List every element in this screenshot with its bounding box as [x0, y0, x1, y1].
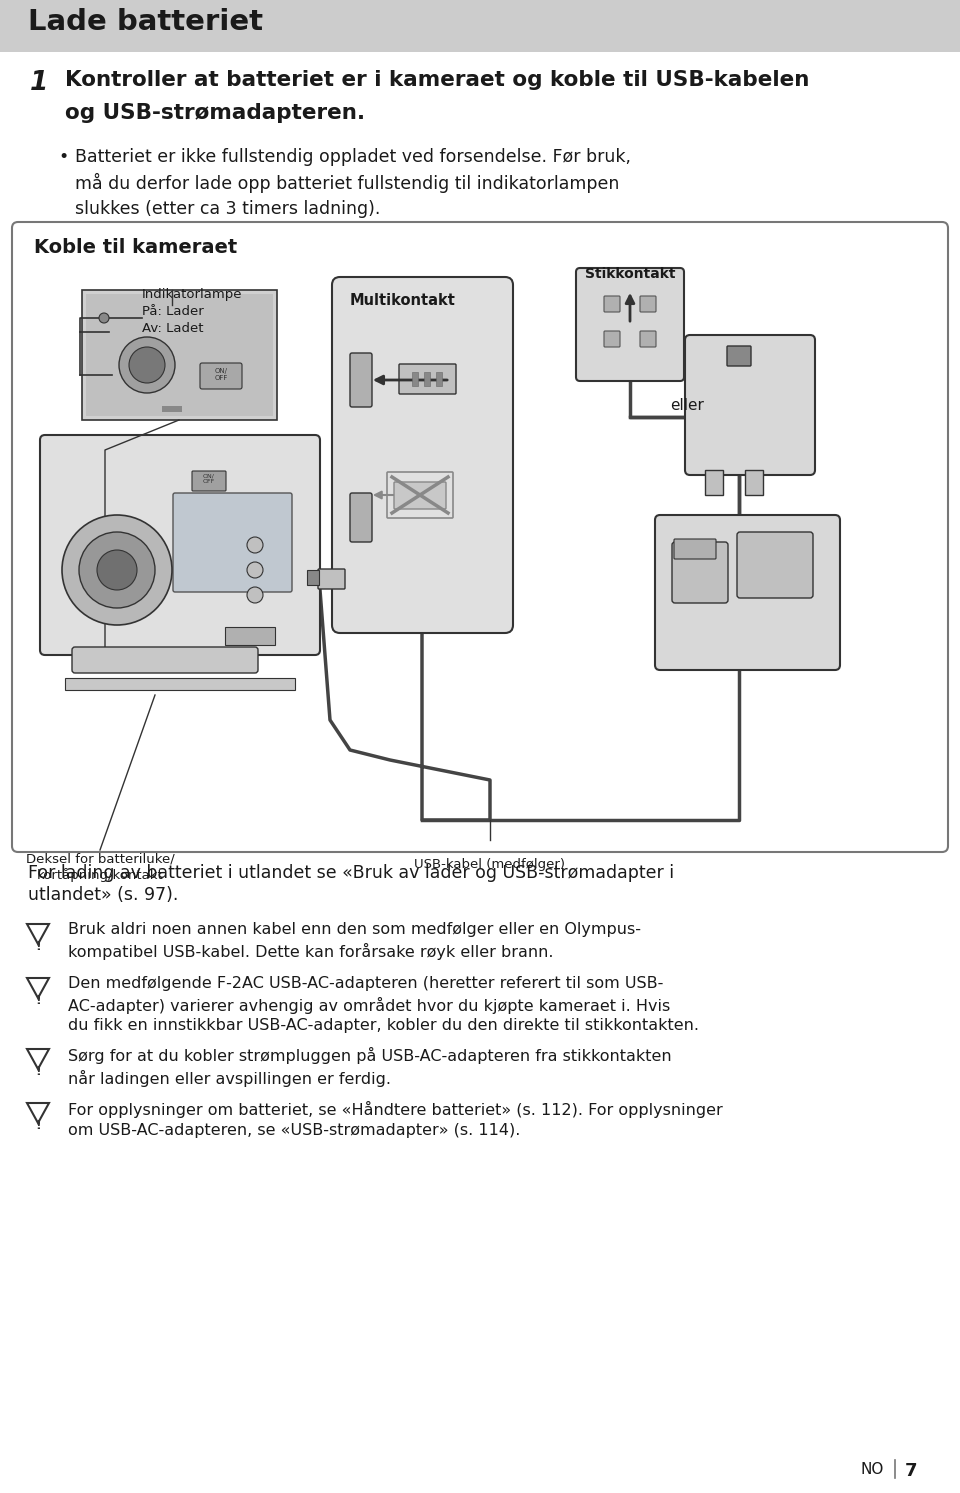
FancyBboxPatch shape [40, 434, 320, 655]
Bar [705, 470, 723, 496]
Text: Lade batteriet: Lade batteriet [28, 7, 263, 36]
Text: For opplysninger om batteriet, se «Håndtere batteriet» (s. 112). For opplysninge: For opplysninger om batteriet, se «Håndt… [68, 1100, 723, 1138]
FancyBboxPatch shape [576, 269, 684, 381]
Bar [162, 406, 182, 412]
FancyBboxPatch shape [674, 539, 716, 558]
Text: !: ! [36, 994, 41, 1006]
Circle shape [247, 537, 263, 552]
Circle shape [247, 561, 263, 578]
Text: NO: NO [860, 1462, 883, 1477]
Text: ON/
OFF: ON/ OFF [203, 473, 215, 484]
Text: eller: eller [670, 397, 704, 412]
Text: •: • [58, 148, 68, 166]
Text: 1: 1 [30, 70, 48, 96]
Text: og USB-strømadapteren.: og USB-strømadapteren. [65, 103, 365, 122]
Text: Koble til kameraet: Koble til kameraet [34, 237, 237, 257]
FancyBboxPatch shape [12, 222, 948, 853]
Text: Kontroller at batteriet er i kameraet og koble til USB-kabelen: Kontroller at batteriet er i kameraet og… [65, 70, 809, 90]
Text: Den medfølgende F-2AC USB-AC-adapteren (heretter referert til som USB-
AC-adapte: Den medfølgende F-2AC USB-AC-adapteren (… [68, 976, 699, 1033]
Text: ON/
OFF: ON/ OFF [214, 367, 228, 381]
FancyBboxPatch shape [200, 363, 242, 390]
Circle shape [247, 587, 263, 603]
FancyBboxPatch shape [192, 470, 226, 491]
FancyBboxPatch shape [655, 515, 840, 670]
FancyBboxPatch shape [399, 364, 456, 394]
Bar [436, 372, 442, 387]
FancyBboxPatch shape [604, 331, 620, 346]
Circle shape [62, 515, 172, 626]
FancyBboxPatch shape [640, 296, 656, 312]
Circle shape [129, 346, 165, 384]
Circle shape [99, 314, 109, 322]
Bar [424, 372, 430, 387]
FancyBboxPatch shape [727, 346, 751, 366]
Text: utlandet» (s. 97).: utlandet» (s. 97). [28, 885, 179, 903]
Bar [225, 627, 275, 645]
FancyBboxPatch shape [350, 493, 372, 542]
FancyBboxPatch shape [82, 290, 277, 420]
Text: 7: 7 [905, 1462, 918, 1480]
Text: USB-kabel (medfølger): USB-kabel (medfølger) [415, 858, 565, 870]
Bar [0, 0, 960, 52]
FancyBboxPatch shape [318, 569, 345, 590]
Text: !: ! [36, 1065, 41, 1078]
Text: For lading av batteriet i utlandet se «Bruk av lader og USB-strømadapter i: For lading av batteriet i utlandet se «B… [28, 864, 674, 882]
Text: Bruk aldri noen annen kabel enn den som medfølger eller en Olympus-
kompatibel U: Bruk aldri noen annen kabel enn den som … [68, 923, 641, 960]
Text: Multikontakt: Multikontakt [350, 293, 456, 308]
Text: Deksel for batteriluke/
kortåpning/kontakt: Deksel for batteriluke/ kortåpning/konta… [26, 853, 175, 882]
FancyBboxPatch shape [604, 296, 620, 312]
Text: !: ! [36, 941, 41, 953]
Bar [307, 570, 319, 585]
Text: Stikkontakt: Stikkontakt [585, 267, 675, 281]
FancyBboxPatch shape [72, 646, 258, 673]
Bar [86, 294, 273, 417]
Circle shape [119, 337, 175, 393]
FancyBboxPatch shape [672, 542, 728, 603]
Circle shape [79, 532, 155, 608]
Circle shape [97, 549, 137, 590]
FancyBboxPatch shape [394, 482, 446, 509]
Bar [412, 372, 418, 387]
FancyBboxPatch shape [640, 331, 656, 346]
FancyBboxPatch shape [173, 493, 292, 593]
FancyBboxPatch shape [737, 532, 813, 599]
FancyBboxPatch shape [350, 352, 372, 408]
FancyBboxPatch shape [332, 278, 513, 633]
Text: Batteriet er ikke fullstendig oppladet ved forsendelse. Før bruk,
må du derfor l: Batteriet er ikke fullstendig oppladet v… [75, 148, 631, 218]
Text: Indikatorlampe
På: Lader
Av: Ladet: Indikatorlampe På: Lader Av: Ladet [142, 288, 243, 334]
Text: Sørg for at du kobler strømpluggen på USB-AC-adapteren fra stikkontakten
når lad: Sørg for at du kobler strømpluggen på US… [68, 1047, 672, 1087]
FancyBboxPatch shape [685, 334, 815, 475]
Bar [65, 678, 295, 690]
Bar [745, 470, 763, 496]
Text: !: ! [36, 1118, 41, 1132]
